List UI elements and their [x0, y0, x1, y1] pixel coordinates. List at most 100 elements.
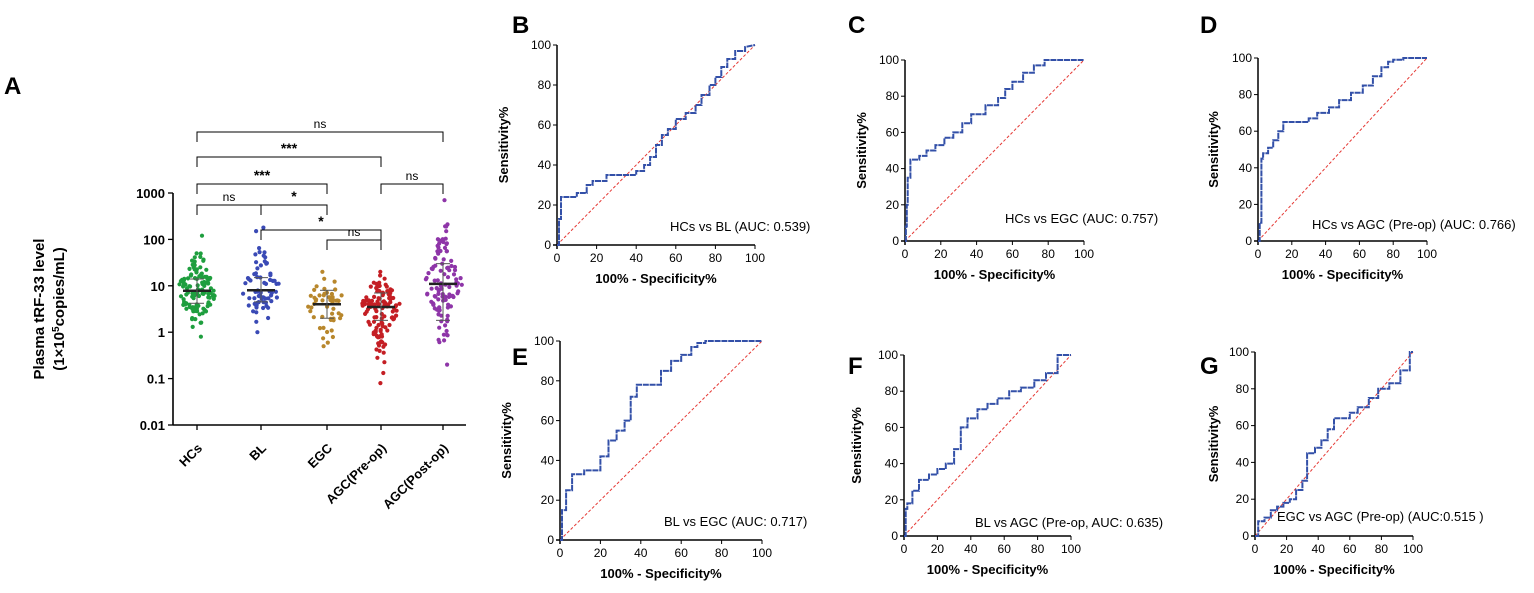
significance-bracket [196, 131, 444, 142]
y-tick-label: 80 [541, 374, 555, 388]
y-tick-label: 60 [538, 118, 552, 132]
data-point [338, 316, 343, 321]
data-point [261, 225, 266, 230]
data-point [320, 298, 325, 303]
data-point [211, 293, 216, 298]
data-point [391, 317, 396, 322]
panel-label: E [512, 344, 528, 371]
data-point [435, 278, 440, 283]
panel-b-roc-chart: B 00 20 20 40 40 60 60 80 80 100 100 100% - Specific… [496, 12, 810, 286]
data-point [181, 284, 186, 289]
panel-label: D [1200, 12, 1217, 39]
data-point [381, 299, 386, 304]
data-point [366, 319, 371, 324]
x-tick-label: 40 [634, 546, 648, 560]
data-point [437, 241, 442, 246]
data-point [442, 338, 447, 343]
panel-label: B [512, 12, 529, 39]
data-point [206, 300, 211, 305]
y-tick-label: 0.1 [147, 372, 165, 387]
data-point [262, 250, 267, 255]
x-tick-label: 80 [1375, 542, 1389, 556]
data-point [330, 334, 335, 340]
data-point [317, 293, 322, 298]
y-tick-label: 1000 [136, 186, 165, 201]
data-point [243, 281, 248, 286]
x-tick-label: 80 [1387, 247, 1401, 261]
data-point [241, 291, 246, 296]
data-point [440, 237, 445, 242]
data-point [321, 325, 326, 330]
data-point [269, 293, 274, 298]
x-category-label: BL [246, 440, 269, 463]
data-point [254, 229, 259, 234]
data-point [264, 303, 269, 309]
data-point [193, 317, 198, 322]
data-point [375, 355, 380, 360]
data-point [441, 257, 446, 262]
data-point [314, 284, 319, 289]
data-point [181, 297, 186, 302]
data-point [254, 310, 259, 315]
data-point [262, 280, 267, 285]
panel-label: A [4, 73, 21, 100]
data-point [372, 315, 377, 320]
y-tick-label: 40 [538, 158, 552, 172]
data-point [321, 344, 326, 349]
data-point [194, 270, 199, 275]
data-point [317, 326, 323, 331]
roc-curve-line [557, 44, 756, 246]
y-tick-label: 40 [1236, 455, 1250, 469]
roc-curve-line [1255, 351, 1413, 537]
panel-label: G [1200, 353, 1219, 380]
x-category-label: EGC [305, 440, 336, 471]
roc-curve-line [904, 59, 1084, 242]
data-point [433, 294, 438, 299]
data-point [374, 347, 379, 352]
data-point [261, 305, 266, 311]
data-point [364, 309, 369, 314]
x-tick-label: 100 [1074, 247, 1094, 261]
y-tick-label: 20 [1239, 197, 1253, 211]
y-tick-label: 20 [886, 198, 900, 212]
data-point [206, 291, 211, 296]
data-point [459, 282, 464, 287]
significance-label: *** [254, 167, 271, 183]
data-point [192, 255, 197, 260]
x-tick-label: 0 [557, 546, 564, 560]
data-point [388, 300, 393, 305]
data-point [263, 296, 268, 301]
data-point [444, 224, 449, 229]
data-point [371, 280, 376, 285]
data-point [189, 272, 194, 277]
data-point [192, 267, 197, 272]
data-point [202, 307, 207, 312]
data-point [321, 336, 326, 341]
data-point [436, 297, 441, 302]
data-point [387, 296, 392, 301]
y-tick-label: 100 [143, 232, 165, 247]
data-point [184, 306, 189, 311]
data-point [330, 295, 335, 300]
y-tick-label: 40 [1239, 161, 1253, 175]
x-tick-label: 20 [1280, 542, 1294, 556]
y-tick-label: 0.01 [140, 418, 165, 433]
data-point [257, 246, 262, 251]
y-tick-label: 80 [1236, 382, 1250, 396]
x-tick-label: 100 [1061, 542, 1081, 556]
data-point [449, 258, 454, 263]
data-point [442, 198, 447, 203]
data-point [272, 278, 277, 283]
data-point [200, 291, 205, 296]
data-point [377, 280, 382, 285]
x-tick-label: 0 [1252, 542, 1259, 556]
data-point [438, 268, 443, 273]
data-point [190, 324, 195, 329]
auc-annotation: HCs vs BL (AUC: 0.539) [670, 219, 810, 234]
data-point [254, 260, 259, 265]
significance-label: * [318, 213, 324, 229]
x-tick-label: 100 [1417, 247, 1437, 261]
y-tick-label: 60 [541, 414, 555, 428]
y-tick-label: 60 [885, 420, 899, 434]
significance-bracket [260, 229, 382, 240]
